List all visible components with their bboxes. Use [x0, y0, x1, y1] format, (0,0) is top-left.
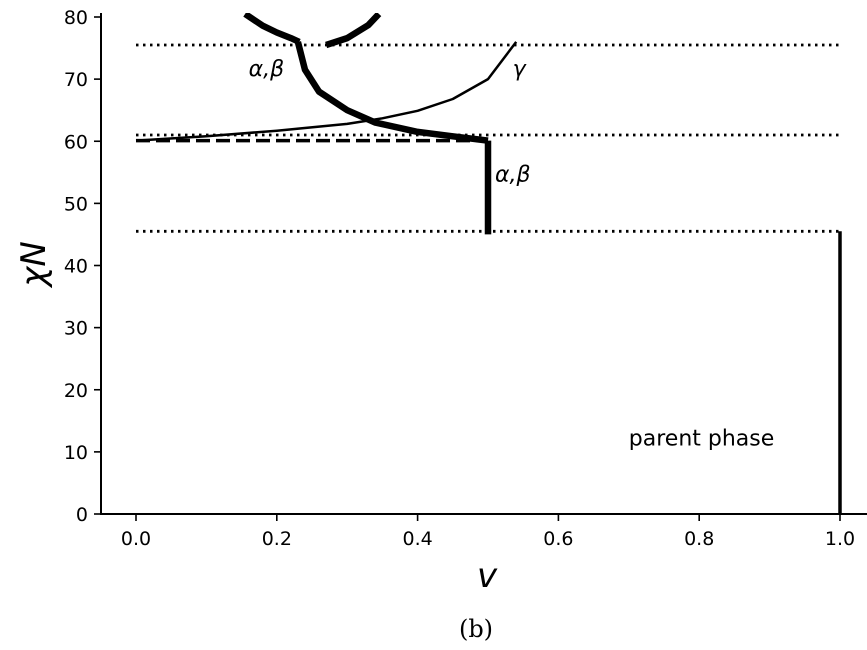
x-tick-label: 1.0 — [825, 528, 855, 550]
y-tick-label: 30 — [64, 318, 88, 340]
x-tick-label: 0.8 — [684, 528, 714, 550]
series-line-4 — [136, 42, 516, 141]
x-tick-label: 0.2 — [262, 528, 292, 550]
annotation-label: γ — [513, 57, 527, 82]
y-axis-label: χN — [14, 241, 54, 289]
series-line-7 — [245, 14, 299, 42]
x-tick-label: 0.0 — [121, 528, 151, 550]
y-tick-label: 40 — [64, 256, 88, 278]
y-tick-label: 70 — [64, 69, 88, 91]
x-axis: 0.0 0.2 0.4 0.6 0.8 1.0 — [121, 514, 855, 550]
annotation-label: α,β — [249, 57, 285, 82]
y-tick-label: 10 — [64, 442, 88, 464]
y-tick-label: 20 — [64, 380, 88, 402]
x-axis-label: v — [477, 556, 498, 596]
y-tick-label: 60 — [64, 131, 88, 153]
annotation-label: α,β — [495, 163, 531, 188]
series-line-8 — [326, 14, 379, 45]
y-tick-label: 80 — [64, 7, 88, 29]
annotation-label: parent phase — [629, 427, 775, 452]
figure-caption: (b) — [459, 615, 493, 643]
x-tick-label: 0.6 — [543, 528, 573, 550]
y-tick-label: 50 — [64, 193, 88, 215]
y-tick-label: 0 — [76, 504, 88, 526]
x-tick-label: 0.4 — [402, 528, 432, 550]
y-axis: 0 10 20 30 40 50 60 70 80 — [64, 7, 101, 526]
annotations: α,β γ α,β parent phase — [249, 57, 775, 452]
